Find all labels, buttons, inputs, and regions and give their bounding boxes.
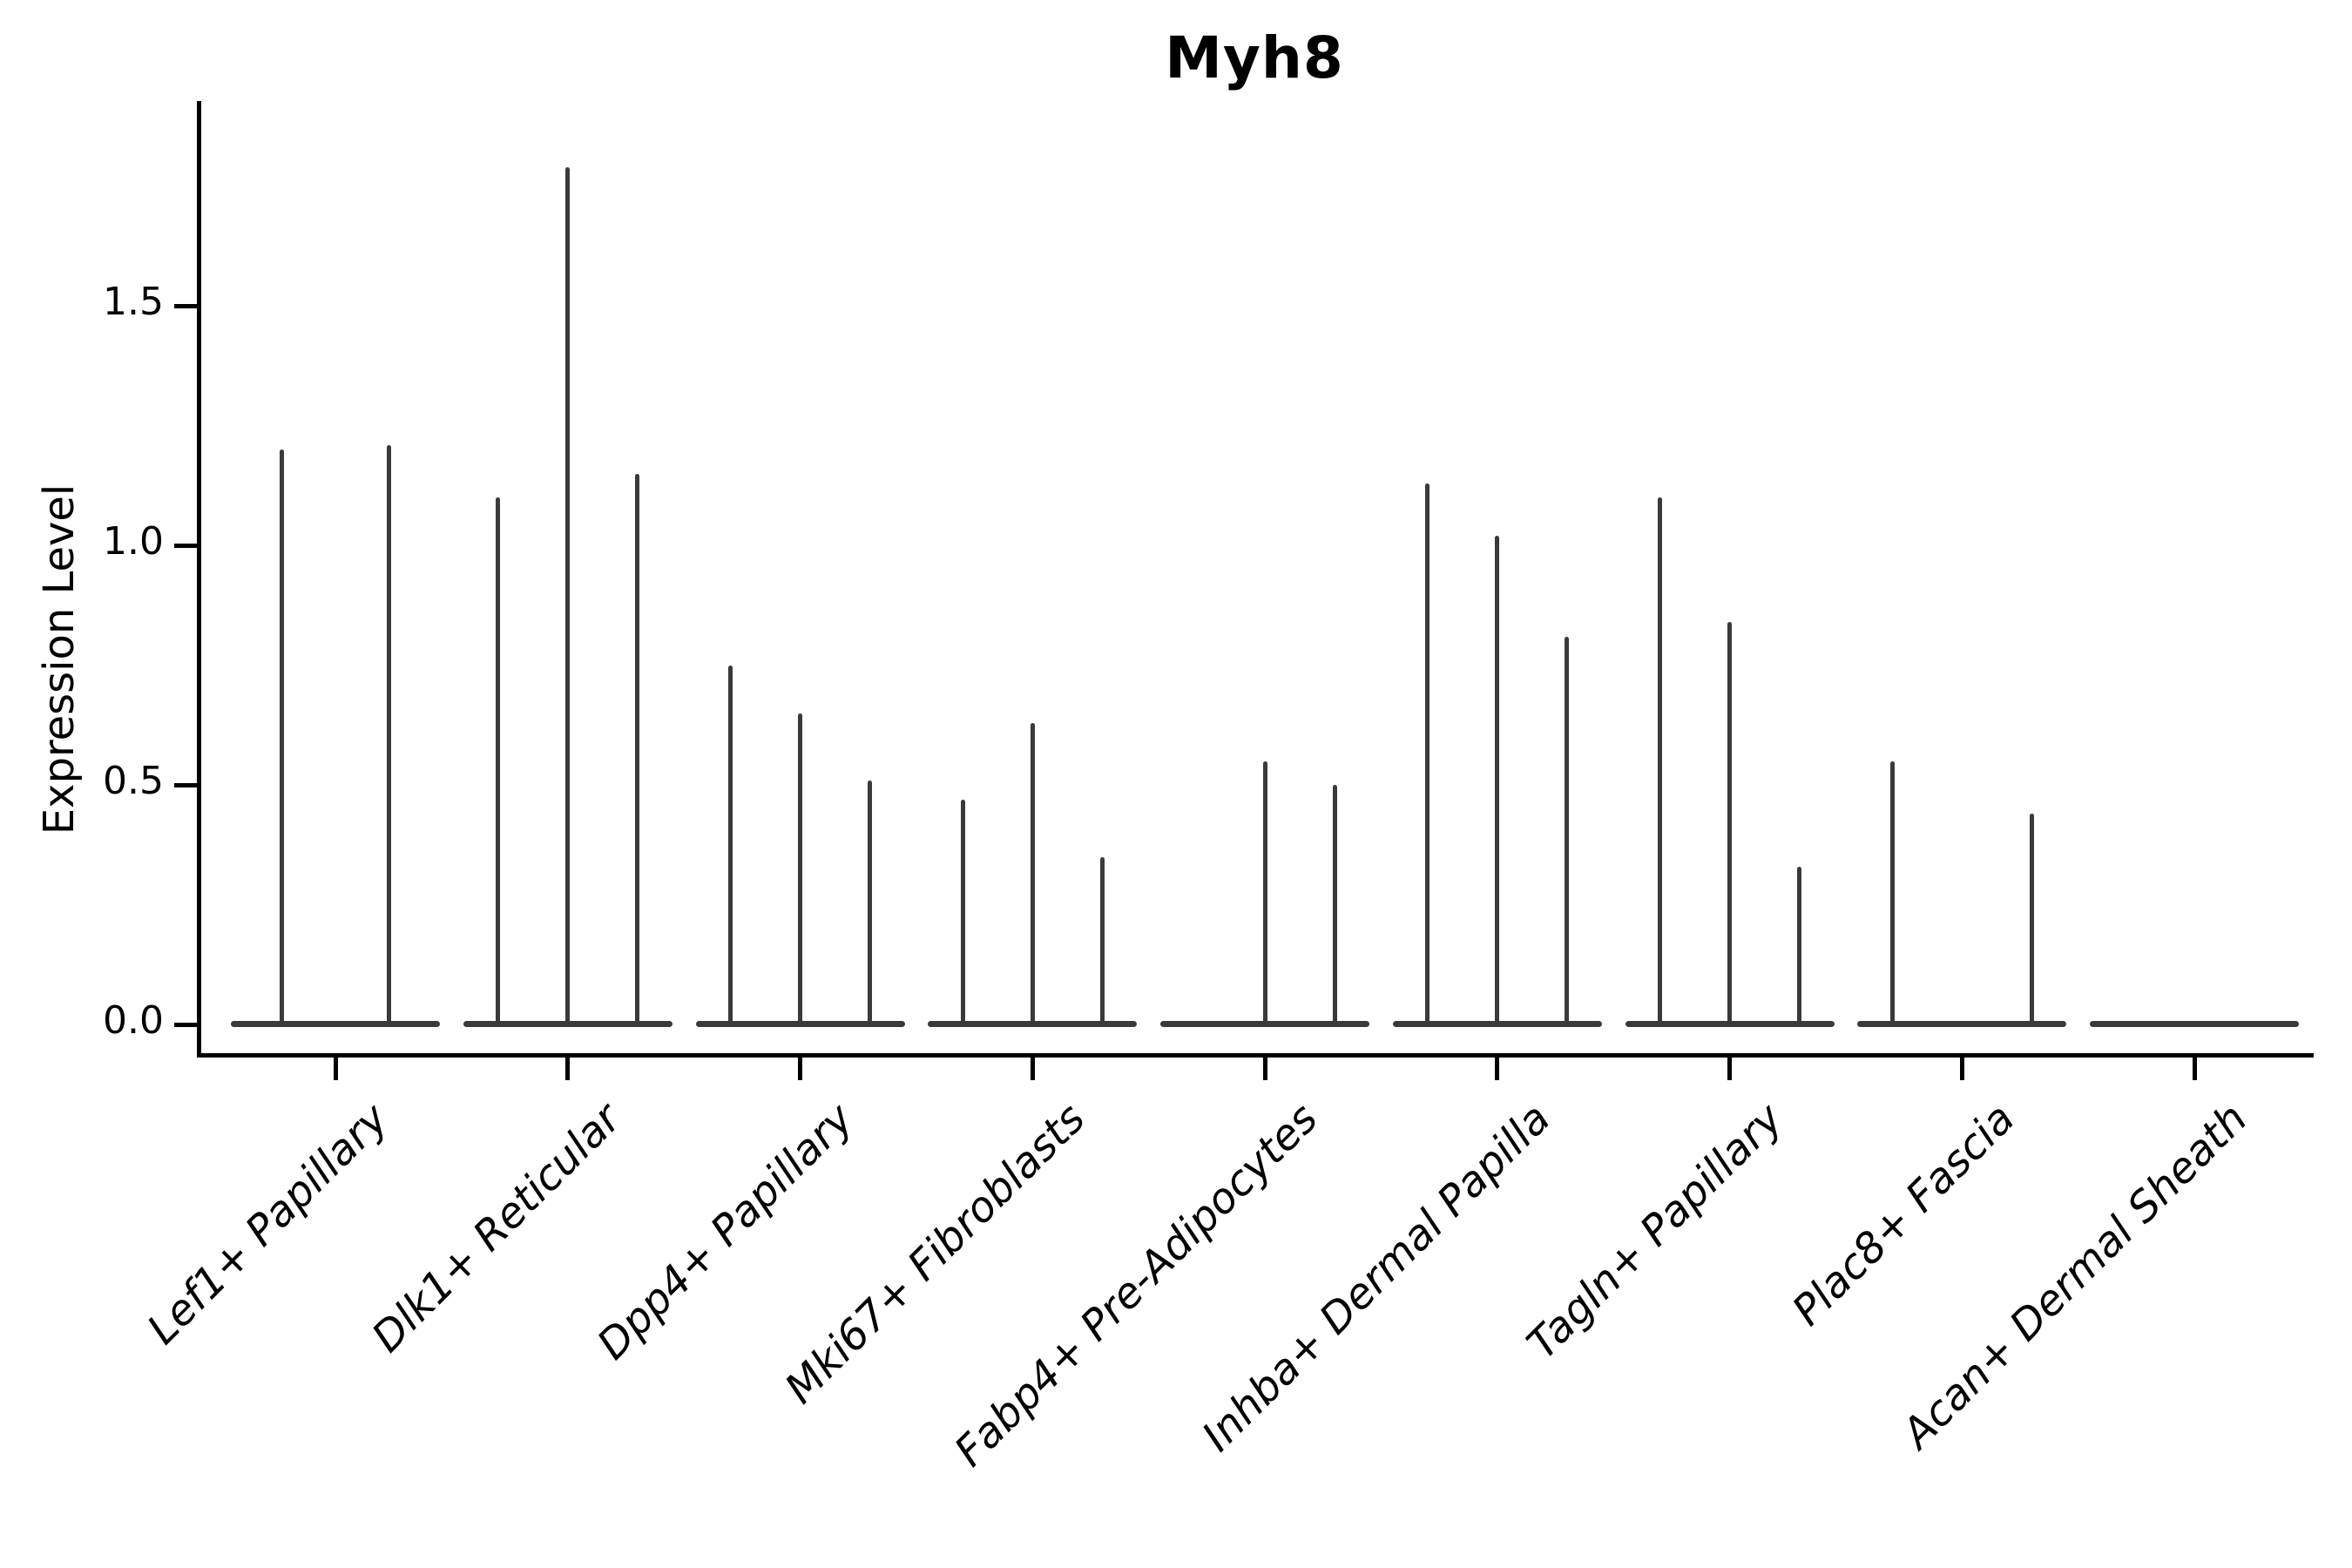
y-tick-label: 0.0	[103, 998, 164, 1043]
violin-spike	[565, 166, 571, 1026]
x-tick	[1495, 1058, 1500, 1080]
violin-spike	[1332, 785, 1337, 1026]
violin-spike	[798, 713, 802, 1026]
violin-spike	[868, 780, 872, 1026]
violin-spike	[1262, 760, 1267, 1026]
y-axis-spine	[197, 101, 201, 1058]
violin-baseline	[2090, 1021, 2299, 1027]
y-tick-label: 1.5	[103, 280, 164, 324]
violin-spike	[1889, 760, 1895, 1026]
violin-spike	[1495, 536, 1500, 1026]
x-tick	[1959, 1058, 1964, 1080]
y-tick	[174, 1022, 197, 1027]
violin-spike	[1727, 622, 1732, 1026]
y-tick	[174, 782, 197, 787]
violin-baseline	[1857, 1021, 2067, 1027]
violin-spike	[635, 473, 640, 1026]
violin-spike	[1565, 636, 1570, 1026]
violin-spike	[1030, 722, 1035, 1026]
violin-baseline	[231, 1021, 440, 1027]
violin-spike	[728, 665, 733, 1026]
y-tick	[174, 303, 197, 308]
violin-spike	[1425, 483, 1430, 1026]
violin-spike	[1658, 497, 1662, 1026]
violin-spike	[1099, 856, 1105, 1026]
y-axis-label: Expression Level	[35, 483, 84, 835]
x-tick	[1727, 1058, 1732, 1080]
y-tick-label: 1.0	[103, 519, 164, 564]
x-tick	[1262, 1058, 1267, 1080]
y-tick	[174, 543, 197, 548]
violin-spike	[280, 449, 284, 1026]
chart-title: Myh8	[1165, 24, 1344, 91]
x-tick	[333, 1058, 338, 1080]
violin-spike	[960, 799, 965, 1026]
y-tick-label: 0.5	[103, 759, 164, 803]
violin-spike	[2029, 814, 2034, 1026]
violin-spike	[387, 444, 391, 1026]
x-tick	[1030, 1058, 1035, 1080]
x-axis-spine	[197, 1053, 2314, 1058]
violin-spike	[1797, 866, 1801, 1026]
x-tick	[565, 1058, 571, 1080]
x-tick	[798, 1058, 802, 1080]
x-tick	[2192, 1058, 2197, 1080]
violin-spike	[496, 497, 501, 1026]
